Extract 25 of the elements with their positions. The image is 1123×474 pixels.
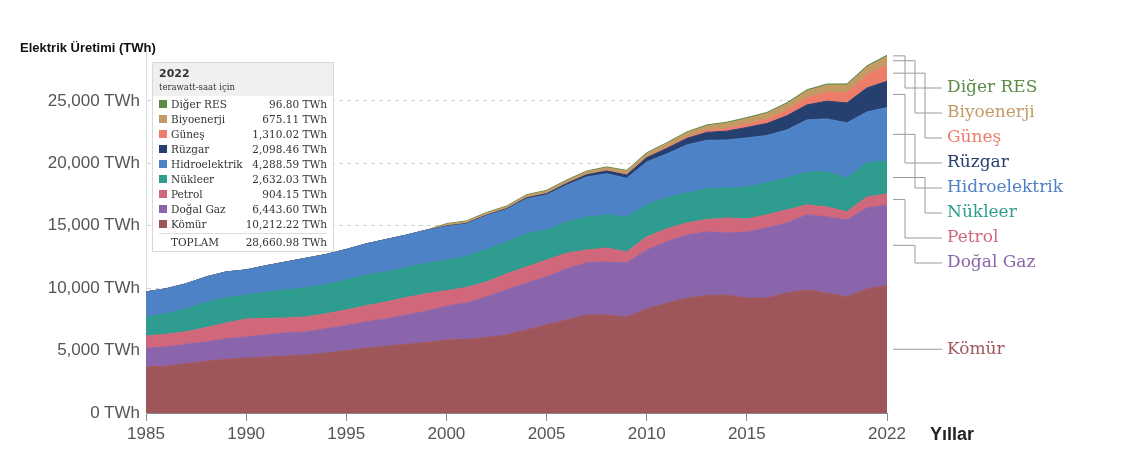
x-axis-title: Yıllar (930, 424, 975, 445)
x-tick-label: 1995 (327, 423, 366, 443)
y-tick-label: 0 TWh (90, 402, 140, 422)
x-tick-label: 2010 (627, 423, 666, 443)
x-tick-label: 2015 (727, 423, 766, 443)
text: Doğal Gaz (947, 251, 1036, 272)
y-tick-label: 10,000 TWh (47, 277, 140, 297)
y-tick-label: 15,000 TWh (47, 215, 140, 235)
y-tick-label: 25,000 TWh (47, 90, 140, 110)
text: Güneş (947, 126, 1002, 147)
text: Biyoenerji (947, 101, 1036, 122)
text: Rüzgar (947, 151, 1010, 172)
text: Kömür (947, 337, 1006, 358)
x-tick-label: 2000 (427, 423, 466, 443)
y-tick-label: 20,000 TWh (47, 153, 140, 173)
x-tick-label: 1985 (127, 423, 165, 443)
y-tick-label: 5,000 TWh (57, 340, 140, 360)
text: Petrol (947, 226, 999, 247)
text: Diğer RES (947, 76, 1038, 97)
text: Hidroelektrik (947, 176, 1064, 197)
x-tick-label: 2022 (868, 423, 906, 443)
text: Nükleer (947, 201, 1018, 222)
x-tick-label: 1990 (227, 423, 266, 443)
y-axis-title: Elektrik Üretimi (TWh) (20, 40, 156, 55)
x-tick-label: 2005 (527, 423, 566, 443)
